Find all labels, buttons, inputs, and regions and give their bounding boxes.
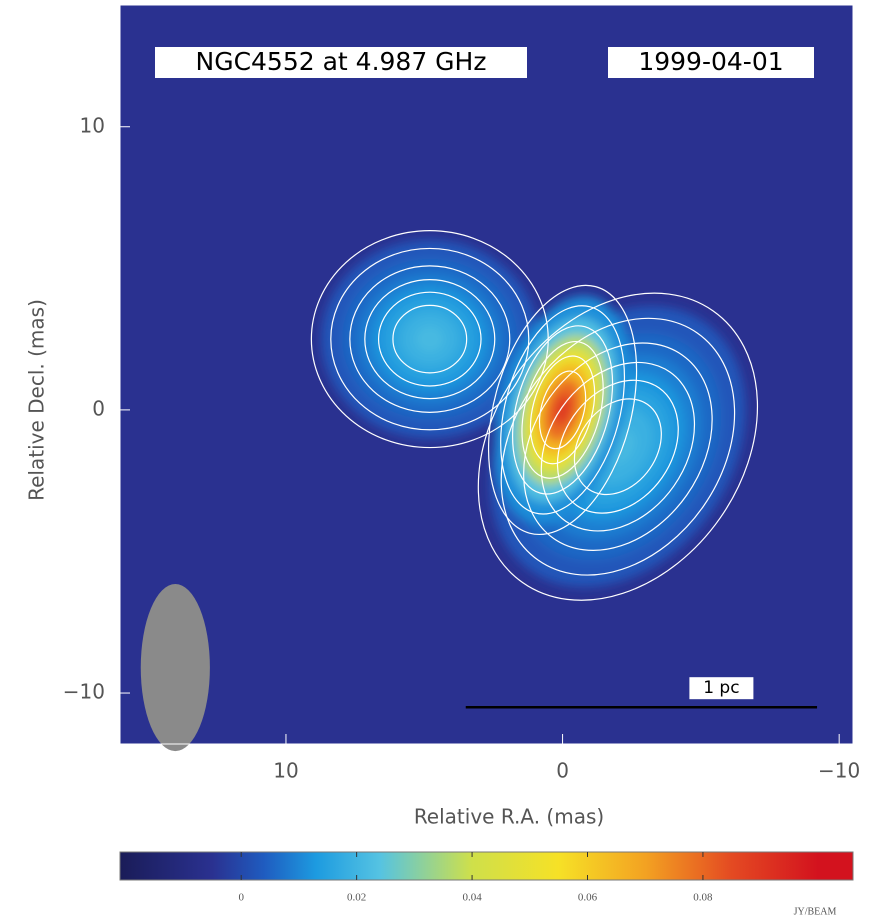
chart: Relative R.A. (mas) Relative Decl. (mas)… <box>0 0 883 923</box>
y-tick-label: 10 <box>80 113 105 137</box>
scale-label: 1 pc <box>703 678 739 698</box>
x-tick-label: −10 <box>818 759 860 783</box>
chart-date: 1999-04-01 <box>638 47 783 76</box>
y-axis-label: Relative Decl. (mas) <box>25 299 49 501</box>
beam <box>141 584 210 751</box>
x-axis-label: Relative R.A. (mas) <box>414 805 604 829</box>
colorbar-tick-label: 0.04 <box>462 892 482 904</box>
y-tick-label: 0 <box>92 396 105 420</box>
colorbar <box>120 852 853 880</box>
colorbar-tick-label: 0.06 <box>578 892 598 904</box>
x-tick-label: 10 <box>273 759 298 783</box>
colorbar-tick-label: 0 <box>238 892 244 904</box>
emission-level <box>415 325 445 353</box>
y-tick-label: −10 <box>63 680 105 704</box>
x-tick-label: 0 <box>556 759 569 783</box>
chart-title: NGC4552 at 4.987 GHz <box>196 47 487 76</box>
colorbar-tick-label: 0.02 <box>347 892 366 904</box>
colorbar-tick-label: 0.08 <box>693 892 713 904</box>
colorbar-label: JY/BEAM <box>794 906 837 917</box>
